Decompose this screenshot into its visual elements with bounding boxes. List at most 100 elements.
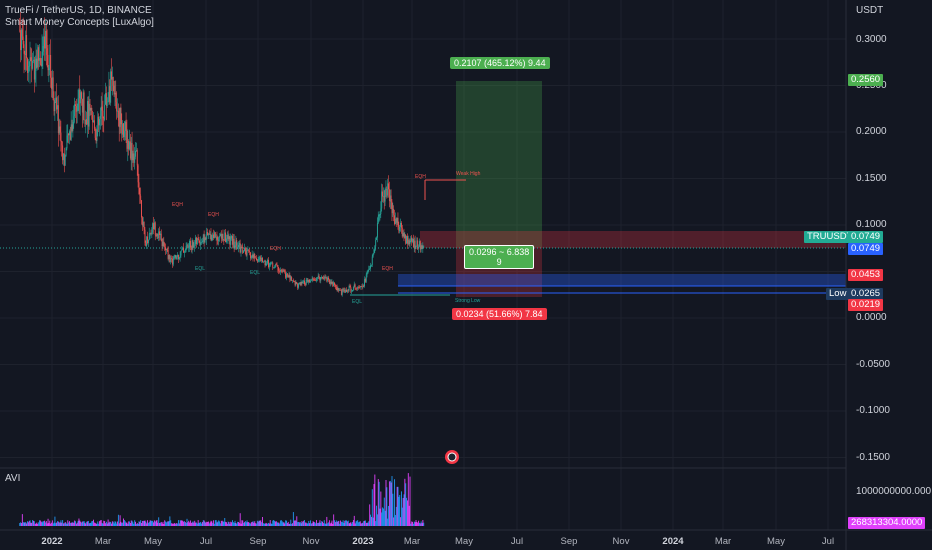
candle-body <box>282 270 284 272</box>
candle-body <box>181 249 183 251</box>
candle-body <box>334 285 336 287</box>
y-tick: 0.3000 <box>856 34 887 45</box>
candle-body <box>27 58 28 73</box>
volume-bar <box>41 522 43 526</box>
candle-body <box>298 282 300 284</box>
volume-bar <box>85 523 87 526</box>
candle-body <box>246 249 248 256</box>
candle-body <box>343 290 345 291</box>
volume-bar <box>366 522 368 526</box>
volume-bar <box>105 523 106 526</box>
volume-bar <box>210 520 212 526</box>
candle-body <box>263 260 265 262</box>
last-price-tag: 0.0749 <box>848 231 884 243</box>
volume-bar <box>404 478 406 526</box>
position-profit-zone[interactable] <box>456 81 542 247</box>
volume-bar <box>282 522 284 526</box>
candle-body <box>196 238 198 245</box>
candle-body <box>278 270 280 272</box>
volume-bar <box>208 523 210 526</box>
volume-bar <box>276 521 278 526</box>
volume-bar <box>162 521 164 526</box>
volume-bar <box>151 521 153 526</box>
volume-bar <box>203 520 205 526</box>
volume-bar <box>227 521 229 526</box>
volume-bar <box>104 521 106 526</box>
candle-body <box>356 288 358 290</box>
currency-label: USDT <box>856 5 884 16</box>
volume-bar <box>70 522 72 526</box>
candle-body <box>47 54 49 71</box>
target-label[interactable]: 0.2107 (465.12%) 9.44 <box>450 57 550 69</box>
volume-bar <box>412 521 414 526</box>
volume-bar <box>382 507 384 526</box>
candle-body <box>362 285 364 288</box>
x-tick: Sep <box>249 536 267 547</box>
volume-bar <box>27 521 28 526</box>
volume-bar <box>177 523 179 526</box>
current-pnl-label[interactable]: 0.0296 ~ 6.838 9 <box>464 245 535 269</box>
volume-bar <box>268 522 269 526</box>
candle-body <box>407 240 409 244</box>
candle-body <box>270 263 272 264</box>
volume-bar <box>129 522 131 526</box>
x-tick: May <box>767 536 785 547</box>
volume-bar <box>171 523 173 526</box>
volume-bar <box>69 521 70 526</box>
candle-body <box>39 57 40 61</box>
candle-body <box>170 258 172 262</box>
stop-label[interactable]: 0.0234 (51.66%) 7.84 <box>452 308 547 320</box>
candle-body <box>106 101 108 106</box>
candle-body <box>353 284 355 287</box>
stop-price-tag: 0.0219 <box>848 299 884 311</box>
candle-body <box>49 54 51 69</box>
volume-bar <box>265 522 267 526</box>
volume-bar <box>392 493 394 526</box>
volume-bar <box>358 522 359 526</box>
candle-body <box>389 195 391 202</box>
candle-body <box>195 237 197 245</box>
volume-bar <box>286 520 287 526</box>
candle-body <box>251 254 253 258</box>
volume-bar <box>368 521 370 526</box>
volume-bar <box>400 491 402 526</box>
symbol-title[interactable]: TrueFi / TetherUS, 1D, BINANCE <box>5 5 152 16</box>
candle-body <box>55 97 57 102</box>
volume-bar <box>169 516 171 526</box>
candle-body <box>355 288 357 290</box>
candle-body <box>293 281 295 282</box>
candle-body <box>29 57 31 67</box>
candle-body <box>386 189 388 196</box>
candle-body <box>301 281 303 284</box>
candle-body <box>141 217 143 226</box>
volume-bar <box>178 523 180 526</box>
candle-body <box>33 59 35 80</box>
volume-bar <box>166 521 168 526</box>
indicator-title[interactable]: Smart Money Concepts [LuxAlgo] <box>5 17 154 28</box>
candle-body <box>22 36 24 45</box>
volume-bar <box>230 521 232 526</box>
candle-body <box>70 124 72 140</box>
low-label-tag: Low <box>826 288 850 300</box>
avi-pane-title[interactable]: AVI <box>5 473 21 484</box>
volume-bar <box>298 521 299 526</box>
candle-body <box>151 232 153 234</box>
volume-bar <box>228 522 230 526</box>
candle-body <box>363 285 365 287</box>
volume-bar <box>224 518 226 526</box>
candle-body <box>24 53 26 55</box>
candle-body <box>409 240 411 245</box>
volume-bar <box>332 523 334 526</box>
volume-bar <box>316 520 317 526</box>
volume-bar <box>148 522 150 526</box>
volume-bar <box>310 520 311 526</box>
volume-bar <box>124 521 126 526</box>
volume-bar <box>291 523 293 526</box>
candle-body <box>314 279 316 281</box>
candle-body <box>51 77 53 89</box>
volume-bar <box>187 522 189 526</box>
volume-bar <box>67 520 69 526</box>
candle-body <box>302 281 304 284</box>
candle-body <box>35 58 37 72</box>
